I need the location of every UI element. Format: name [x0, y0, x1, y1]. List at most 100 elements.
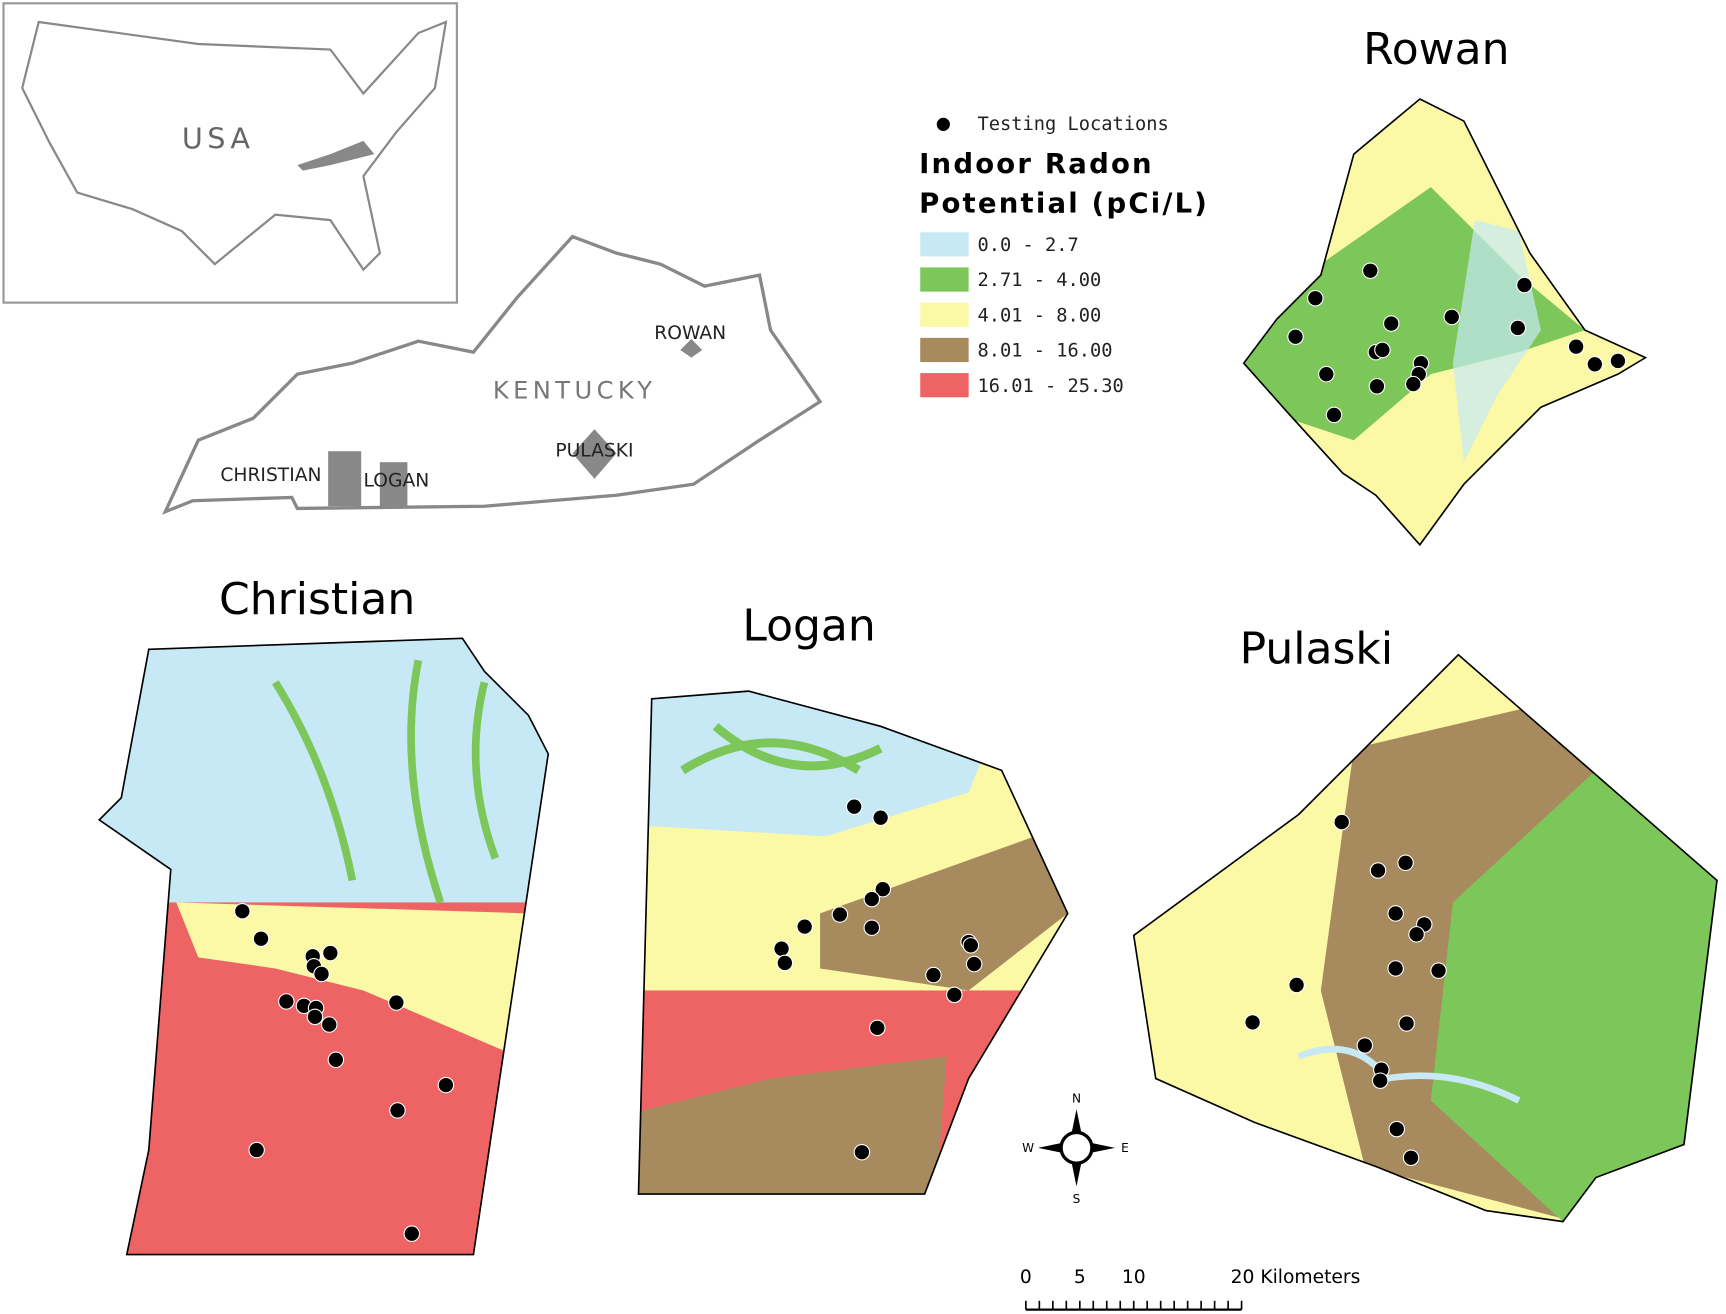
- testing-location: [962, 937, 980, 954]
- shape: [638, 1056, 947, 1195]
- county-label: ROWAN: [654, 323, 726, 344]
- testing-location: [1318, 365, 1335, 383]
- legend-label: 8.01 - 16.00: [977, 341, 1112, 362]
- scale-label: 5: [1074, 1267, 1086, 1288]
- map-title: Christian: [219, 574, 415, 625]
- legend-label: 2.71 - 4.00: [977, 270, 1101, 291]
- legend-swatch: [920, 302, 969, 327]
- testing-location: [1333, 813, 1350, 831]
- legend: 0.0 - 2.7 2.71 - 4.00 4.01 - 8.00 8.01 - 16…: [920, 232, 1124, 398]
- testing-location: [1586, 356, 1604, 373]
- shape: [1132, 653, 1718, 1223]
- testing-location: [1443, 308, 1461, 326]
- usa-outline: [21, 20, 448, 272]
- testing-location: [1609, 352, 1627, 370]
- shape: [820, 836, 1068, 991]
- testing-location: [869, 1019, 886, 1037]
- testing-location: [1325, 406, 1343, 424]
- kentucky-outline: [162, 234, 823, 515]
- testing-location: [322, 944, 339, 962]
- testing-location: [796, 918, 813, 935]
- testing-location: [1287, 328, 1304, 346]
- county-highlight: [572, 429, 617, 479]
- testing-location: [248, 1141, 265, 1159]
- legend-points-label: Testing Locations: [977, 114, 1168, 135]
- logan-map: [638, 691, 1068, 1195]
- legend-label: 0.0 - 2.7: [977, 235, 1078, 256]
- testing-location: [946, 986, 963, 1004]
- county-label: CHRISTIAN: [220, 465, 321, 486]
- testing-location: [872, 809, 889, 826]
- legend-swatch: [920, 232, 969, 257]
- county-highlight: [328, 451, 362, 507]
- testing-location: [1374, 341, 1391, 359]
- legend-label: 4.01 - 8.00: [977, 305, 1101, 326]
- testing-location: [388, 994, 405, 1011]
- scale-label: 20 Kilometers: [1231, 1267, 1361, 1288]
- pulaski-map: [1133, 654, 1717, 1222]
- scale-bar: 0 5 10 20 Kilometers: [1020, 1267, 1361, 1311]
- shape: [1242, 98, 1648, 547]
- testing-location: [773, 940, 790, 957]
- testing-location: [234, 902, 251, 920]
- testing-location: [1404, 375, 1422, 393]
- testing-location: [313, 965, 330, 983]
- usa-label: USA: [182, 122, 254, 156]
- kentucky-highlight: [297, 140, 375, 171]
- legend-swatch: [920, 373, 969, 398]
- legend-swatch: [920, 267, 969, 292]
- map-title: Rowan: [1363, 24, 1509, 75]
- shape: [680, 722, 883, 775]
- testing-location: [853, 1143, 871, 1161]
- testing-location: [831, 906, 849, 923]
- shape: [1430, 770, 1717, 1222]
- christian-map: [99, 638, 549, 1255]
- shape: [272, 659, 500, 904]
- testing-location: [1356, 1037, 1374, 1054]
- shape: [1059, 1130, 1094, 1165]
- testing-location: [389, 1102, 406, 1119]
- testing-location: [306, 1008, 324, 1026]
- testing-location: [1430, 962, 1447, 979]
- testing-location: [1371, 1072, 1389, 1089]
- testing-location: [252, 930, 270, 947]
- testing-locations: [234, 262, 1627, 1242]
- testing-location: [776, 954, 794, 972]
- testing-location: [1362, 262, 1379, 279]
- testing-location: [1509, 319, 1527, 337]
- testing-location: [1387, 960, 1404, 977]
- testing-location: [1567, 338, 1585, 355]
- testing-location: [1516, 276, 1533, 294]
- testing-location: [321, 1016, 338, 1033]
- state-label: KENTUCKY: [493, 376, 657, 404]
- testing-location: [925, 966, 942, 984]
- testing-location: [1402, 1149, 1420, 1166]
- testing-location: [1288, 976, 1305, 994]
- compass-label: N: [1072, 1092, 1081, 1106]
- legend-label: 16.01 - 25.30: [977, 376, 1123, 397]
- testing-location: [874, 880, 892, 898]
- testing-location: [1244, 1014, 1261, 1031]
- county-highlight: [379, 462, 408, 507]
- county-label: PULASKI: [555, 441, 633, 462]
- legend-title: Potential (pCi/L): [919, 187, 1209, 219]
- scale-label: 0: [1020, 1267, 1032, 1288]
- testing-location: [403, 1225, 421, 1242]
- testing-location: [1388, 1120, 1405, 1138]
- testing-location: [965, 955, 983, 973]
- testing-location: [1307, 289, 1324, 307]
- map-title: Pulaski: [1240, 624, 1394, 675]
- testing-location: [845, 798, 863, 815]
- county-highlight: [680, 338, 703, 358]
- testing-location: [327, 1051, 345, 1069]
- shape: [97, 637, 550, 1256]
- shape: [637, 690, 1069, 1195]
- testing-location: [1382, 315, 1400, 332]
- testing-location: [437, 1076, 455, 1094]
- testing-location: [1387, 905, 1404, 922]
- compass-label: E: [1121, 1141, 1129, 1155]
- scale-label: 10: [1122, 1267, 1146, 1288]
- testing-location: [278, 993, 295, 1010]
- testing-location: [1398, 1015, 1415, 1032]
